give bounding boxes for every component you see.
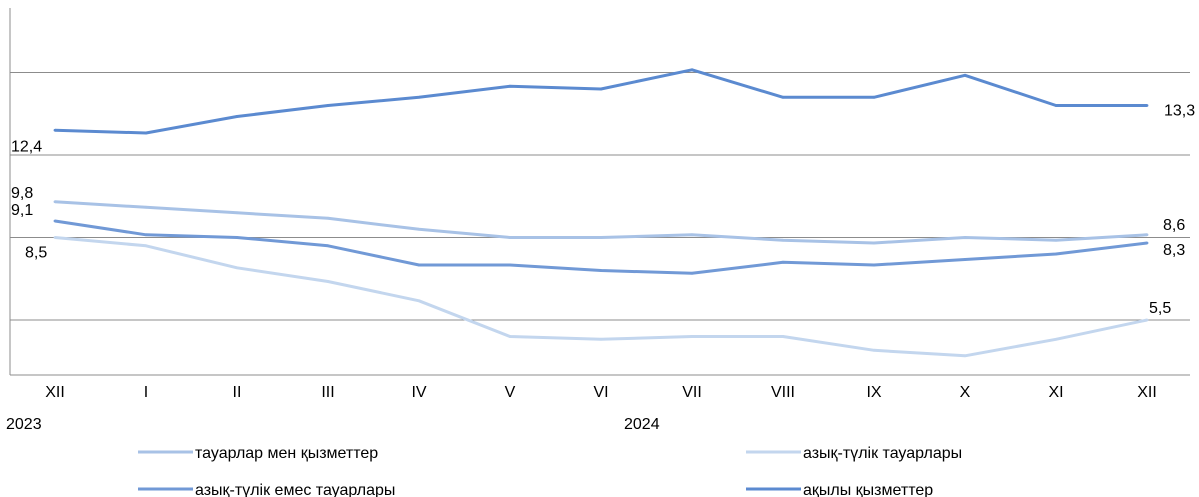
data-point [781,335,785,338]
x-tick-label: II [233,384,242,401]
data-point [599,87,603,91]
data-point [1054,252,1058,256]
year-label: 2023 [6,416,42,433]
data-point [1054,104,1058,107]
data-label-start: 9,1 [11,202,33,219]
x-tick-label: VII [682,384,702,401]
data-point [235,236,239,239]
data-point [1054,337,1058,341]
x-tick-label: I [144,384,148,401]
year-label: 2024 [624,416,660,433]
data-point [1145,318,1149,322]
data-point [690,271,694,275]
data-point [872,241,876,245]
data-label-start: 8,5 [25,245,47,262]
series-lines [53,68,1149,358]
data-point [417,263,421,267]
x-tick-label: V [505,384,516,401]
data-point [872,348,876,352]
data-label-end: 13,3 [1164,103,1195,120]
data-point [872,95,876,99]
x-tick-label: IV [411,384,426,401]
data-point [690,335,694,338]
data-point [53,236,57,239]
data-point [872,263,876,267]
data-label-end: 8,6 [1163,217,1185,234]
data-point [690,233,694,237]
data-point [508,263,512,267]
gridlines [9,8,1190,376]
data-point [144,131,148,135]
data-point [326,280,330,283]
data-point [781,260,785,264]
data-point [53,128,57,132]
legend-label: ақылы қызметтер [803,482,933,497]
x-tick-label: III [321,384,334,401]
series-line [54,219,1148,275]
x-tick-label: VI [593,384,608,401]
data-point [144,244,148,248]
data-point [53,200,57,204]
series-line [54,68,1147,135]
x-tick-label: X [960,384,971,401]
data-label-end: 8,3 [1163,242,1185,259]
legend-label: азық-түлік емес тауарлары [195,482,395,497]
data-point [1054,238,1058,242]
legend: тауарлар мен қызметтер азық-түлік тауарла… [138,445,962,497]
data-point [53,219,57,223]
data-point [417,95,421,99]
data-point [1145,241,1149,245]
data-point [508,335,512,338]
data-point [781,238,785,242]
data-point [1145,104,1149,107]
data-point [508,236,512,239]
data-point [235,115,239,118]
data-label-start: 12,4 [11,138,42,155]
data-label-start: 9,8 [11,185,33,202]
data-point [508,84,512,88]
x-tick-label: VIII [771,384,795,401]
data-labels: 9,8 8,6 8,5 5,5 9,1 8,3 12,4 13,3 [11,103,1195,318]
legend-label: азық-түлік тауарлары [803,445,962,462]
x-tick-label: IX [866,384,881,401]
data-point [235,266,239,270]
data-point [963,354,967,358]
data-point [417,227,421,231]
data-point [599,236,603,239]
data-point [326,104,330,107]
data-point [599,269,603,272]
data-point [599,337,603,341]
x-tick-label: XI [1048,384,1063,401]
x-tick-label: XII [1137,384,1157,401]
data-point [1145,233,1149,237]
legend-label: тауарлар мен қызметтер [195,445,378,462]
data-point [963,73,967,77]
x-tick-label: XII [45,384,65,401]
data-point [144,233,148,237]
data-point [235,211,239,215]
data-point [417,299,421,303]
data-point [963,236,967,239]
data-point [963,258,967,261]
data-point [690,68,694,72]
data-point [326,216,330,220]
data-point [781,95,785,99]
data-label-end: 5,5 [1149,300,1171,317]
data-point [144,205,148,209]
data-point [326,244,330,248]
